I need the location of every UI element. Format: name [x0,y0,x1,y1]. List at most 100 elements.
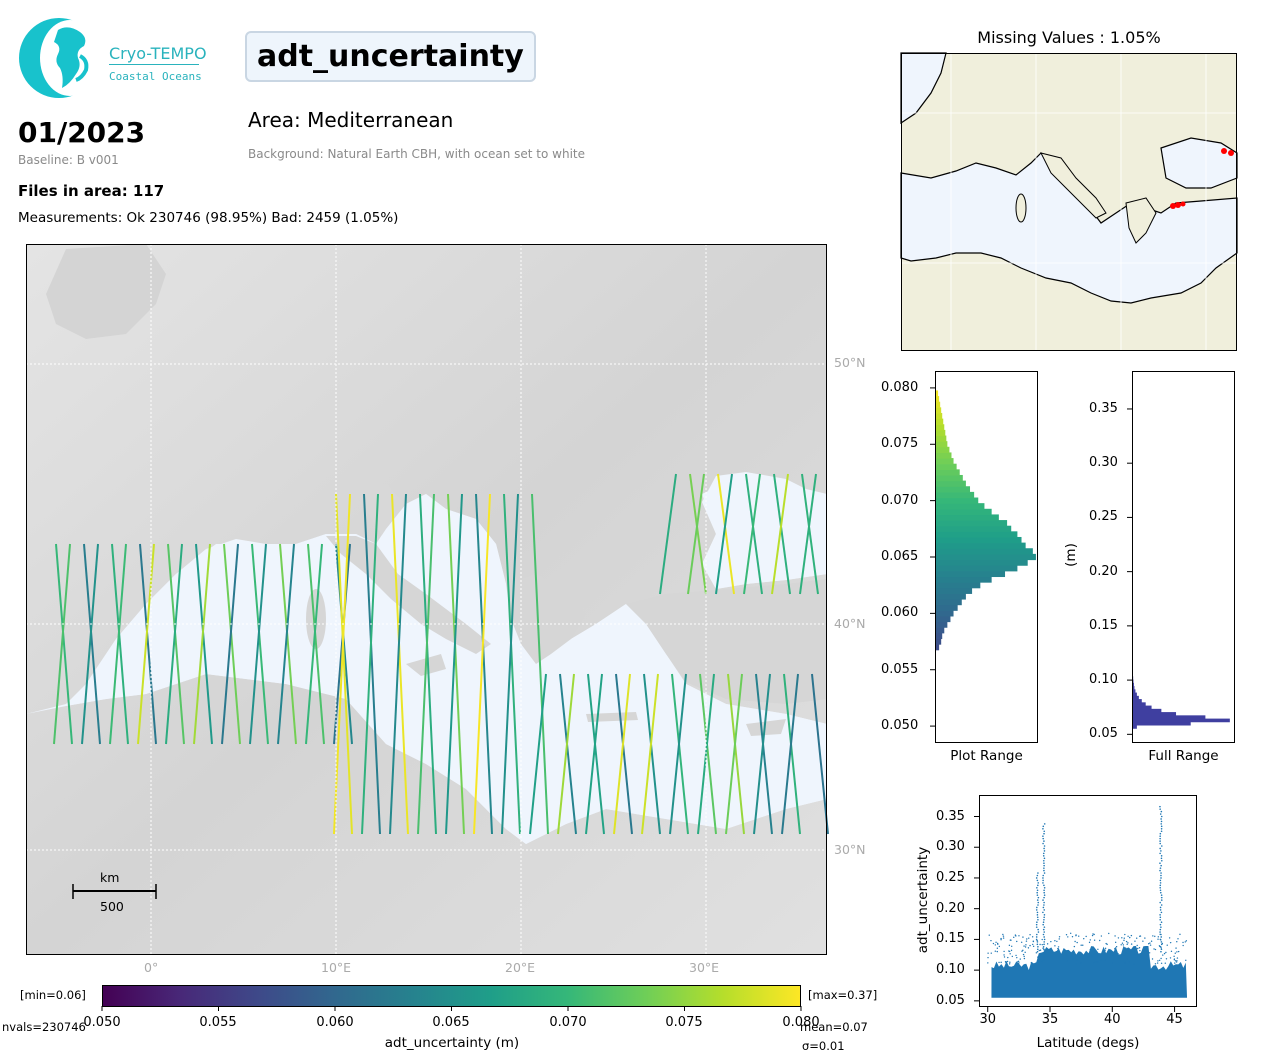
scatter-spike-point [1160,904,1163,906]
scatter-point [1091,934,1094,937]
scatter-spike-point [1043,896,1045,899]
scatter-point [1124,947,1127,949]
missing-values-map [900,52,1238,351]
scatter-point [1182,944,1184,947]
scatter-point [1035,952,1038,954]
scatter-point [1030,962,1033,964]
scatter-spike-point [1042,921,1045,923]
scatter-point [1082,944,1084,946]
scatter-point [1148,943,1150,945]
scatter-spike-point [1042,835,1044,837]
scatter-point [1104,949,1106,951]
hist-bar [935,514,999,521]
scatter-point [1093,939,1096,941]
scatter-point [998,961,1000,964]
scale-bar [72,884,157,899]
scatter-ytick: 0.10 [936,962,965,978]
scatter-point [1021,950,1023,952]
track-line [361,493,379,835]
scatter-point [1065,934,1068,936]
scatter-spike-point [1043,916,1045,919]
hist-bar [935,593,966,600]
scatter-point [1032,940,1035,942]
satellite-tracks [53,473,829,835]
scatter-point [1046,943,1049,945]
scatter-point [1129,936,1131,939]
hist-plot-range-tick: 0.055 [881,661,919,677]
scatter-point [1006,960,1009,963]
scatter-spike-point [1043,845,1046,847]
scatter-spike-point [1159,842,1161,845]
scatter-point [1038,949,1040,952]
scatter-ytick: 0.35 [936,808,965,824]
colorbar-tick-2: 0.060 [316,1015,354,1030]
hist-bar [935,407,942,414]
scatter-spike-point [1160,896,1163,899]
hist-bar [935,638,942,645]
scatter-point [1149,944,1152,946]
scatter-point [1164,962,1167,964]
hist-bar [1132,718,1230,723]
hist-full-range-tick: 0.05 [1089,726,1118,742]
scatter-point [1114,947,1117,949]
scatter-point [1148,952,1151,954]
scatter-spike-point [1159,923,1162,926]
hist-full-range [1127,371,1235,743]
scatter-point [1037,956,1039,958]
scatter-spike-point [1036,894,1039,896]
scatter-point [1150,940,1153,942]
scatter-spike-point [1043,832,1045,835]
scatter-spike-point [1043,943,1045,946]
scatter-spike-point [1036,889,1039,892]
scatter-point [1092,962,1095,964]
scatter-spike-point [1160,872,1162,874]
scatter-point [1165,951,1167,954]
scatter-spike-point [1042,837,1045,840]
track-line [529,673,547,835]
scatter-point [1024,951,1026,954]
track-line [725,673,743,835]
scatter-point [1072,957,1074,960]
colorbar-tick-6: 0.080 [782,1015,820,1030]
track-line [799,473,817,595]
scatter-point [1100,959,1102,961]
hist-bar [935,576,992,583]
scatter-point [1041,938,1043,941]
scatter-point [1041,960,1043,963]
scatter-point [1085,935,1087,938]
colorbar-gradient [102,985,801,1007]
hist-bar [935,615,951,623]
scatter-spike-point [1160,850,1162,852]
colorbar-tick-4: 0.070 [549,1015,587,1030]
scatter-point [1023,945,1025,947]
scatter-point [1108,932,1110,935]
scatter-point [1069,932,1072,934]
background-note: Background: Natural Earth CBH, with ocea… [248,147,586,161]
scatter-point [1081,957,1084,960]
track-line [643,673,661,835]
colorbar-tick-1: 0.055 [199,1015,237,1030]
hist-plot-range-tick: 0.075 [881,436,919,452]
scale-value: 500 [100,899,124,914]
scatter-spike-point [1043,931,1046,933]
colorbar-label: adt_uncertainty (m) [384,1035,520,1051]
scatter-point [1008,944,1011,947]
scatter-spike-point [1036,948,1039,951]
track-line [475,493,493,835]
scatter-spike-point [1160,830,1163,833]
scatter-spike-point [1159,832,1162,835]
scatter-point [1122,944,1125,946]
scatter-point [1182,941,1184,944]
scatter-point [1094,961,1097,963]
scatter-spike-point [1160,820,1163,823]
hist-bar [935,525,1012,532]
scatter-point [1054,945,1056,947]
scatter-ylabel: adt_uncertainty [915,846,931,954]
scatter-spike-point [1043,850,1046,852]
scatter-spike-point [1159,909,1162,911]
scatter-point [990,952,992,954]
scatter-point [1163,952,1166,955]
scatter-point [1144,937,1146,939]
track-line [699,673,717,835]
track-line [473,493,491,835]
